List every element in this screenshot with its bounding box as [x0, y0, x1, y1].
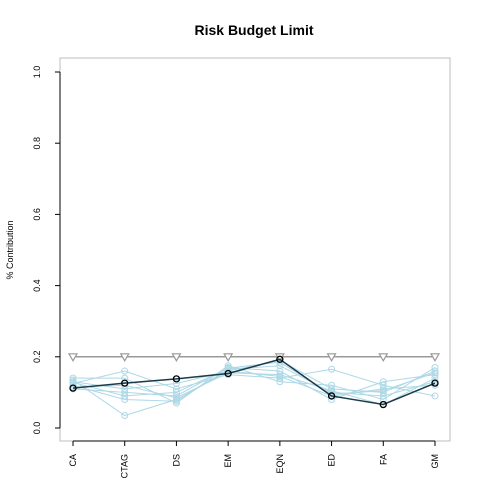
background-series-point — [379, 378, 387, 386]
background-series-point — [379, 396, 387, 404]
highlight-series-point — [276, 355, 284, 363]
highlight-series-point — [379, 400, 387, 409]
x-tick-label: FA — [378, 454, 388, 465]
highlight-series-point — [172, 375, 181, 383]
background-series-point — [431, 381, 439, 389]
background-series-point — [121, 412, 129, 420]
y-tick-label: 0.6 — [32, 208, 42, 221]
x-tick-label: DS — [171, 454, 181, 467]
y-tick-label: 1.0 — [32, 66, 42, 79]
limit-series-point — [171, 353, 182, 363]
x-tick-label: GM — [430, 454, 440, 469]
plot-area: 0.0 0.2 0.4 0.6 0.8 1.0 CA CTAG DS EM EQN ED FA GM — [32, 57, 451, 478]
background-series-point — [172, 385, 180, 393]
background-series-line — [72, 368, 436, 397]
highlight-series-line — [72, 358, 436, 406]
background-series-point — [172, 380, 180, 387]
limit-series-point — [67, 353, 79, 363]
background-series-point — [121, 367, 129, 375]
background-series-point — [431, 374, 439, 382]
y-axis-label: % Contribution — [5, 220, 15, 279]
background-series-point — [431, 392, 439, 400]
background-series-point — [121, 381, 129, 389]
background-series-point — [121, 396, 129, 404]
background-series-point — [328, 381, 336, 389]
background-series-point — [379, 381, 387, 389]
background-series-point — [431, 363, 439, 371]
background-series-point — [69, 374, 77, 382]
background-series-point — [276, 378, 284, 386]
background-series-point — [431, 369, 439, 377]
limit-series-point — [326, 353, 337, 363]
limit-series-point — [378, 353, 389, 363]
x-tick-label: CTAG — [120, 454, 130, 478]
x-tick-label: EM — [223, 454, 233, 468]
background-series-point — [121, 374, 129, 382]
background-series-point — [224, 364, 232, 372]
y-tick-label: 0.8 — [32, 137, 42, 150]
background-series-point — [328, 365, 336, 373]
highlight-series-point — [431, 379, 439, 387]
background-series-point — [276, 367, 284, 375]
y-tick-label: 0.0 — [32, 422, 42, 435]
x-tick-label: EQN — [275, 454, 285, 474]
x-tick-label: CA — [68, 454, 78, 467]
background-series-point — [379, 387, 387, 395]
y-tick-label: 0.4 — [32, 279, 42, 292]
highlight-series-point — [121, 379, 129, 387]
background-series-line — [72, 365, 436, 402]
limit-series-point — [223, 353, 234, 363]
chart-title: Risk Budget Limit — [194, 22, 313, 38]
background-series-point — [172, 394, 180, 402]
background-series-point — [121, 388, 129, 396]
background-series-point — [276, 371, 284, 379]
x-tick-label: ED — [327, 454, 337, 467]
highlight-series-point — [224, 369, 232, 378]
background-series-line — [72, 361, 436, 397]
limit-series-point — [119, 353, 130, 363]
highlight-series-point — [327, 392, 336, 400]
background-series-point — [172, 399, 180, 407]
background-series-line — [72, 366, 436, 401]
limit-series-point — [429, 353, 441, 363]
y-tick-label: 0.2 — [32, 351, 42, 364]
background-series-point — [172, 388, 180, 396]
highlight-series-point — [69, 384, 77, 392]
background-series-point — [121, 392, 129, 400]
